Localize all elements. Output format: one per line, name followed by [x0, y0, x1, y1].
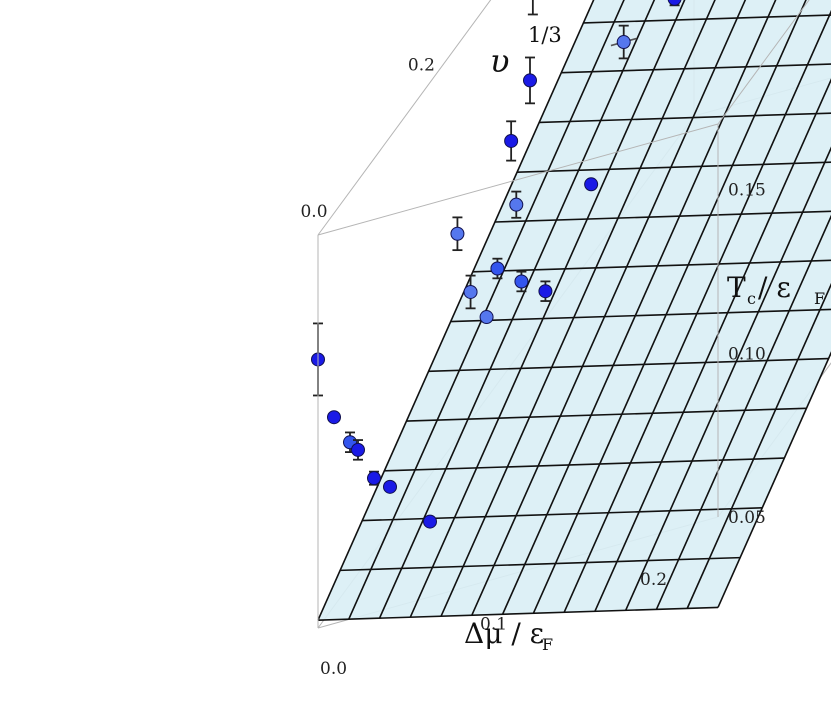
y-tick-label: 0.2	[408, 56, 435, 76]
data-point	[327, 410, 341, 425]
surface-grid-line	[539, 112, 831, 124]
data-point	[423, 514, 437, 529]
data-point	[523, 56, 537, 105]
data-point	[584, 177, 599, 192]
surface-grid-line	[428, 357, 829, 373]
z-tick-label: 0.05	[728, 508, 766, 528]
tick-labels: 0.00.20.40.60.050.100.150.00.10.2	[300, 56, 766, 679]
z-tick-label: 0.10	[728, 344, 766, 364]
point-marker	[504, 133, 519, 148]
y-axis-title-sup: 1/3	[528, 23, 562, 47]
bounding-box-front	[317, 0, 810, 628]
data-point	[538, 280, 553, 302]
surface-grid-line	[532, 0, 807, 614]
surface-grid-line	[340, 556, 741, 572]
data-point	[667, 0, 682, 7]
point-marker	[367, 471, 381, 486]
box-edge	[317, 0, 492, 236]
point-marker	[616, 35, 631, 50]
surface-grid-line	[348, 0, 625, 620]
box-edge	[317, 123, 719, 236]
x-axis-title-main: Δμ / ε	[464, 617, 544, 650]
surface-grid-line	[517, 161, 831, 174]
point-marker	[383, 479, 397, 494]
point-marker	[490, 261, 505, 276]
surface-grid-line	[594, 78, 831, 612]
surface-grid-line	[409, 0, 686, 618]
point-marker	[423, 514, 437, 529]
data-point	[450, 216, 465, 252]
z-axis-title-mid: / ε	[758, 271, 791, 304]
z-axis-title-main: T	[727, 271, 746, 304]
x-axis-title: Δμ / ε F	[464, 617, 553, 654]
data-point	[463, 274, 478, 310]
x-tick-label: 0.2	[640, 570, 667, 590]
point-marker	[523, 73, 537, 88]
data-point	[509, 190, 524, 219]
data-point	[610, 24, 637, 60]
z-axis-title-sub: F	[814, 289, 825, 308]
data-point	[514, 270, 529, 293]
data-point	[367, 470, 381, 486]
surface-grid-line	[472, 259, 831, 273]
y-axis-title: υ 1/3	[490, 23, 562, 80]
z-axis-title: T c / ε F	[727, 271, 825, 308]
y-tick-label: 0.0	[300, 202, 327, 222]
data-point	[504, 120, 519, 162]
surface-grid-line	[471, 0, 747, 616]
surface-grid-line	[494, 210, 831, 223]
point-marker	[327, 410, 341, 425]
surface-grid-line	[317, 606, 719, 621]
box-edge	[717, 0, 810, 125]
point-marker	[514, 274, 529, 289]
point-marker	[667, 0, 682, 6]
z-tick-label: 0.15	[728, 181, 766, 201]
data-point	[527, 0, 538, 16]
x-tick-label: 0.0	[320, 659, 347, 679]
surface-grid-line	[406, 407, 807, 422]
y-axis-title-main: υ	[490, 42, 509, 80]
surface-plane	[317, 0, 831, 621]
surface-grid-line	[717, 351, 831, 608]
point-marker	[538, 284, 553, 299]
surface-grid-line	[450, 308, 831, 323]
data-point	[490, 257, 505, 280]
point-marker	[584, 177, 599, 192]
point-marker	[463, 284, 478, 299]
data-point	[383, 479, 397, 494]
x-tick-label: 0.1	[480, 615, 507, 635]
surface-fill	[318, 0, 831, 621]
data-point	[351, 439, 365, 461]
data-point	[479, 310, 494, 325]
surface-grid-line	[655, 214, 831, 610]
surface-grid-line	[686, 282, 831, 609]
point-marker	[351, 442, 365, 457]
surface-grid-line	[583, 14, 831, 24]
surface-grid-line	[563, 9, 831, 613]
z-axis-title-sub-c: c	[747, 289, 756, 308]
surface-grid-line	[378, 0, 656, 619]
surface-grid-line	[624, 146, 831, 611]
x-axis-title-sub: F	[542, 635, 553, 654]
point-marker	[509, 197, 524, 212]
point-marker	[450, 226, 465, 241]
surface-grid-line	[561, 63, 831, 74]
surface-grid-line	[501, 0, 777, 615]
surface-grid-line	[440, 0, 716, 617]
point-marker	[479, 310, 494, 325]
